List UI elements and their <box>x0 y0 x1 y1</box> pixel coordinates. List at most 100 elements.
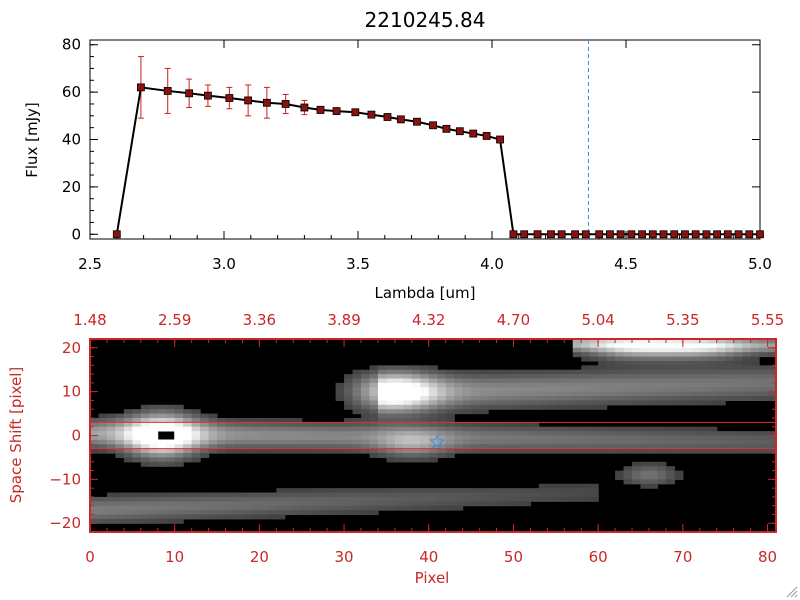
x-tick-label: 2.5 <box>78 255 102 273</box>
image-cell <box>725 382 735 388</box>
image-cell <box>377 439 388 445</box>
image-cell <box>555 488 565 494</box>
image-cell <box>496 496 506 502</box>
x-tick-label: 30 <box>335 548 354 566</box>
image-cell <box>750 352 760 358</box>
image-cell <box>445 413 455 419</box>
image-cell <box>250 510 260 516</box>
image-cell <box>496 382 506 388</box>
y-tick-label: −20 <box>49 514 81 532</box>
image-cell <box>403 501 413 507</box>
image-cell <box>208 417 218 423</box>
image-cell <box>657 378 667 384</box>
image-cell <box>437 396 447 402</box>
image-cell <box>394 457 404 463</box>
image-cell <box>496 426 506 432</box>
image-cell <box>157 461 167 467</box>
image-cell <box>716 400 726 406</box>
image-cell <box>496 439 506 445</box>
image-cell <box>674 347 684 353</box>
image-cell <box>581 404 591 410</box>
image-cell <box>115 505 125 511</box>
image-cell <box>369 396 379 402</box>
image-cell <box>183 510 193 516</box>
image-cell <box>564 369 574 375</box>
image-cell <box>428 448 438 454</box>
image-cell <box>615 387 625 393</box>
image-cell <box>123 431 133 437</box>
image-cell <box>759 374 769 380</box>
image-cell <box>725 343 735 349</box>
y-axis-label: Flux [mJy] <box>23 102 41 178</box>
image-cell <box>377 374 388 380</box>
image-cell <box>767 396 777 402</box>
image-cell <box>657 374 667 380</box>
image-cell <box>759 382 769 388</box>
image-cell <box>377 501 388 507</box>
image-cell <box>242 426 252 432</box>
image-cell <box>123 457 133 463</box>
image-cell <box>767 435 777 441</box>
image-cell <box>420 422 430 428</box>
image-cell <box>310 435 320 441</box>
image-cell <box>733 360 743 366</box>
image-cell <box>589 378 599 384</box>
image-cell <box>259 431 269 437</box>
image-cell <box>555 382 565 388</box>
image-cell <box>733 431 743 437</box>
image-cell <box>217 448 227 454</box>
image-cell <box>361 369 371 375</box>
image-cell <box>259 444 269 450</box>
image-cell <box>428 387 438 393</box>
data-point <box>112 230 121 239</box>
image-cell <box>386 422 396 428</box>
image-cell <box>344 431 354 437</box>
image-cell <box>759 444 769 450</box>
image-cell <box>403 422 413 428</box>
image-cell <box>132 426 142 432</box>
image-cell <box>140 404 150 410</box>
image-cell <box>183 444 193 450</box>
image-cell <box>564 382 574 388</box>
image-cell <box>318 505 328 511</box>
image-cell <box>293 444 303 450</box>
image-cell <box>361 409 371 415</box>
image-cell <box>615 400 625 406</box>
image-cell <box>530 448 540 454</box>
image-cell <box>259 514 269 520</box>
image-cell <box>471 501 481 507</box>
image-cell <box>589 396 599 402</box>
image-cell <box>428 417 438 423</box>
image-cell <box>420 505 430 511</box>
image-cell <box>496 369 506 375</box>
image-cell <box>640 426 650 432</box>
image-cell <box>132 518 142 524</box>
image-cell <box>394 396 404 402</box>
image-cell <box>674 431 684 437</box>
image-cell <box>361 448 371 454</box>
image-cell <box>699 347 709 353</box>
image-cell <box>454 488 464 494</box>
image-cell <box>665 347 675 353</box>
data-point <box>745 230 754 239</box>
image-cell <box>411 365 421 371</box>
image-cell <box>225 417 235 423</box>
image-cell <box>521 496 531 502</box>
image-cell <box>242 439 252 445</box>
image-cell <box>708 374 718 380</box>
top-axis-label: 5.04 <box>581 311 614 329</box>
image-cell <box>581 396 591 402</box>
image-cell <box>361 492 371 498</box>
resize-grip-icon[interactable] <box>786 586 798 598</box>
image-cell <box>157 492 167 498</box>
data-point <box>571 230 579 239</box>
image-cell <box>233 501 244 507</box>
image-cell <box>615 360 625 366</box>
image-cell <box>437 448 447 454</box>
image-cell <box>699 374 709 380</box>
image-cell <box>318 431 328 437</box>
image-cell <box>411 391 421 397</box>
image-cell <box>454 369 464 375</box>
image-cell <box>428 396 438 402</box>
image-cell <box>335 448 345 454</box>
